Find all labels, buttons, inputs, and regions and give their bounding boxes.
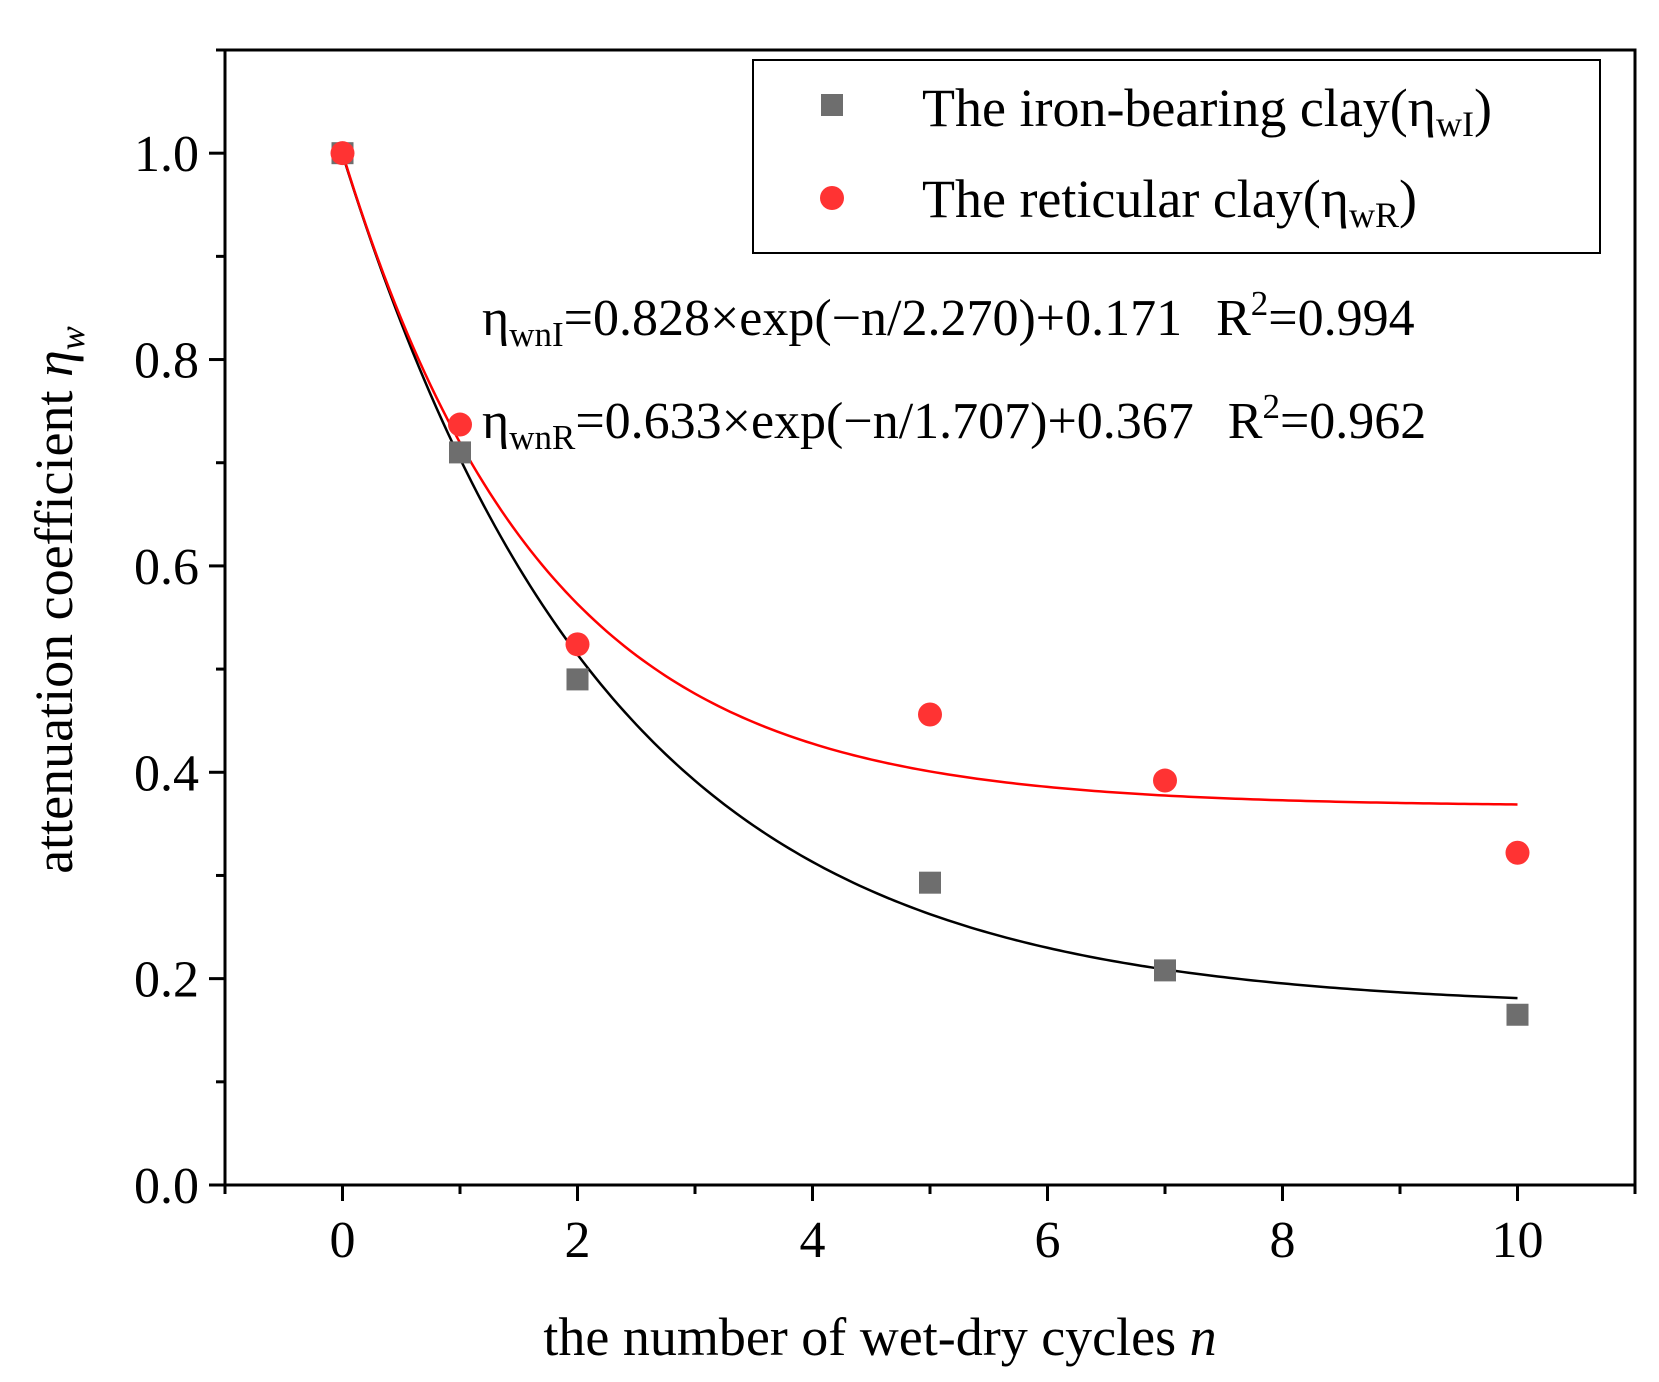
data-points bbox=[330, 141, 1530, 1026]
y-tick-label: 0.4 bbox=[134, 745, 199, 802]
fit-curve-reticular-clay bbox=[341, 152, 1518, 806]
data-point-reticular-clay bbox=[330, 141, 355, 166]
x-tick-label: 6 bbox=[1035, 1212, 1061, 1269]
legend: The iron-bearing clay(ηwI) The reticular… bbox=[752, 59, 1601, 254]
fit-equation-reticular-clay: ηwnR=0.633×exp(−n/1.707)+0.367 R2=0.962 bbox=[482, 387, 1426, 457]
fit-curves bbox=[341, 152, 1518, 1000]
y-axis-ticks: 0.0 0.2 0.4 0.6 0.8 1.0 bbox=[134, 48, 225, 1215]
legend-marker-reticular-clay bbox=[820, 186, 844, 210]
y-tick-label: 1.0 bbox=[134, 126, 199, 183]
y-axis-title: attenuation coefficient ηw bbox=[24, 326, 92, 874]
data-point-reticular-clay bbox=[918, 702, 942, 727]
data-point-reticular-clay bbox=[448, 412, 472, 437]
data-point-reticular-clay bbox=[565, 632, 590, 657]
y-tick-label: 0.0 bbox=[134, 1158, 199, 1215]
y-tick-label: 0.2 bbox=[134, 952, 199, 1009]
data-point-iron-bearing-clay bbox=[1506, 1003, 1529, 1026]
fit-equation-iron-bearing-clay: ηwnI=0.828×exp(−n/2.270)+0.171 R2=0.994 bbox=[482, 284, 1415, 354]
y-tick-label: 0.8 bbox=[134, 333, 199, 390]
data-point-iron-bearing-clay bbox=[566, 668, 589, 691]
legend-label-reticular-clay: The reticular clay(ηwR) bbox=[922, 169, 1417, 235]
x-axis-ticks: 0 2 4 6 8 10 bbox=[223, 1185, 1637, 1269]
legend-marker-iron-bearing-clay bbox=[821, 94, 843, 116]
legend-box bbox=[752, 59, 1601, 254]
x-tick-label: 4 bbox=[800, 1212, 826, 1269]
data-point-iron-bearing-clay bbox=[1154, 959, 1176, 982]
x-tick-label: 2 bbox=[565, 1212, 591, 1269]
x-tick-label: 10 bbox=[1492, 1212, 1544, 1269]
x-tick-label: 8 bbox=[1270, 1212, 1296, 1269]
data-point-reticular-clay bbox=[1505, 840, 1530, 865]
x-axis-title: the number of wet-dry cycles n bbox=[543, 1307, 1216, 1367]
data-point-iron-bearing-clay bbox=[919, 871, 941, 894]
x-tick-label: 0 bbox=[330, 1212, 356, 1269]
data-point-reticular-clay bbox=[1153, 768, 1177, 793]
fit-curve-iron-bearing-clay bbox=[341, 153, 1518, 1000]
legend-label-iron-bearing-clay: The iron-bearing clay(ηwI) bbox=[922, 78, 1492, 144]
y-tick-label: 0.6 bbox=[134, 539, 199, 596]
data-point-iron-bearing-clay bbox=[449, 441, 471, 464]
